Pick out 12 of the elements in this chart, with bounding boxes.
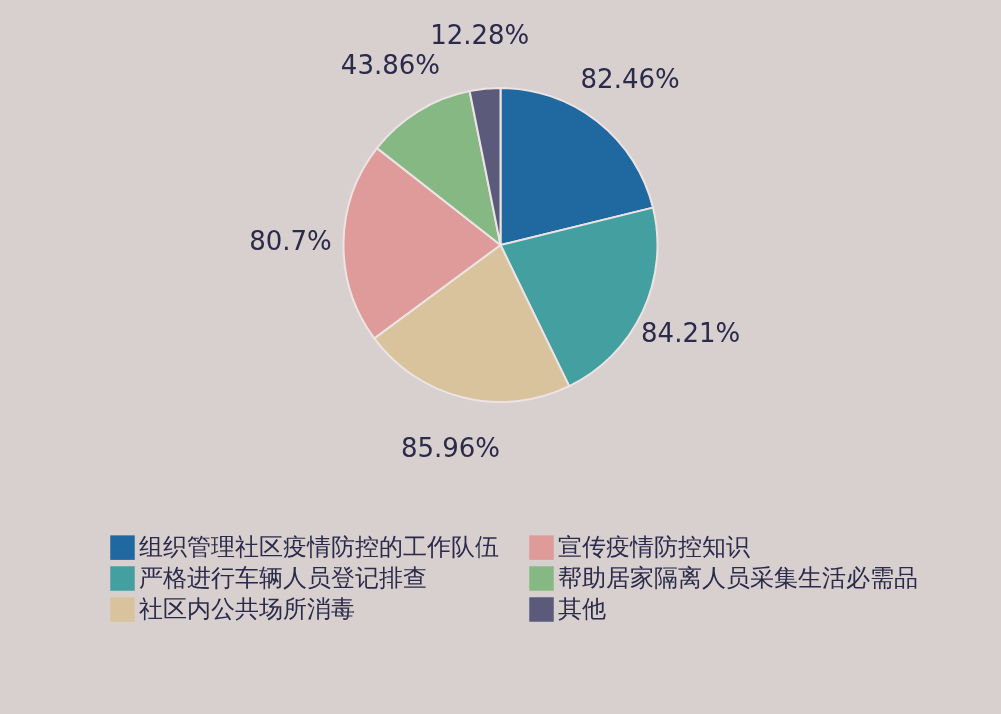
data-label: 43.86% <box>340 50 440 81</box>
legend-label: 严格进行车辆人员登记排查 <box>139 563 427 592</box>
data-label: 82.46% <box>580 63 680 94</box>
legend-label: 其他 <box>558 594 606 623</box>
legend-label: 社区内公共场所消毒 <box>139 594 355 623</box>
data-label: 84.21% <box>641 318 741 349</box>
data-label: 12.28% <box>430 20 530 51</box>
data-label: 80.7% <box>249 226 332 257</box>
legend-label: 帮助居家隔离人员采集生活必需品 <box>558 563 918 592</box>
legend-label: 组织管理社区疫情防控的工作队伍 <box>139 532 499 561</box>
data-label: 85.96% <box>400 432 501 463</box>
legend-label: 宣传疫情防控知识 <box>558 532 750 561</box>
